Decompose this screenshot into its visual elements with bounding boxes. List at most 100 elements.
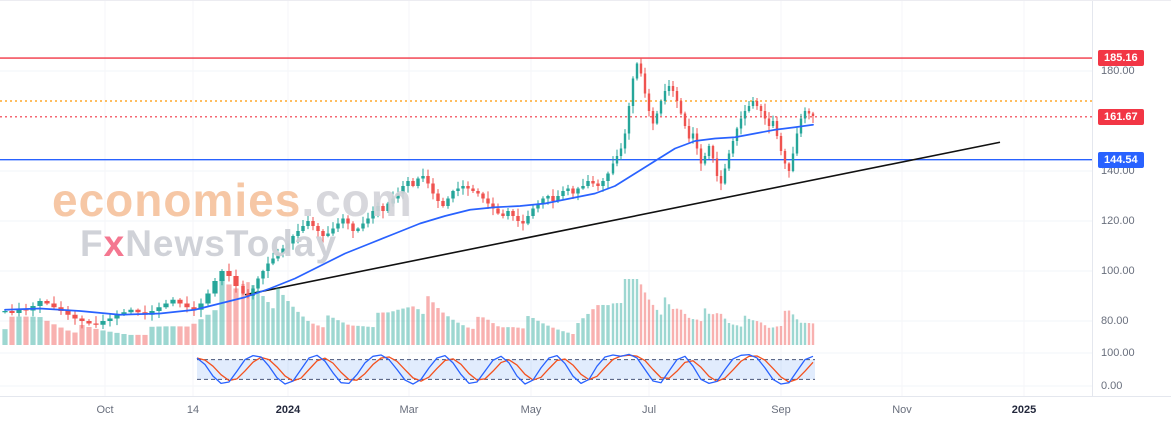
- volume-bar: [491, 323, 495, 345]
- candle-body: [699, 148, 703, 164]
- volume-bar: [296, 311, 300, 345]
- volume-bar: [65, 330, 71, 345]
- volume-bar: [511, 327, 515, 345]
- candle-body: [767, 118, 771, 126]
- volume-bar: [691, 319, 695, 345]
- volume-bar: [431, 302, 435, 345]
- volume-bar: [100, 330, 106, 345]
- volume-bar: [261, 296, 265, 345]
- moving-average-line[interactable]: [4, 123, 814, 316]
- stochastic-d-line[interactable]: [196, 354, 814, 383]
- volume-bar: [366, 326, 370, 345]
- volume-bar: [436, 308, 440, 345]
- price-level-badge: 185.16: [1098, 50, 1144, 66]
- candle-body: [37, 301, 43, 306]
- candle-body: [576, 188, 580, 194]
- candle-body: [747, 106, 751, 111]
- volume-bar: [546, 325, 550, 345]
- volume-bar: [739, 326, 743, 345]
- time-axis-label: Jul: [641, 404, 657, 416]
- volume-bar: [72, 332, 78, 345]
- candle-body: [771, 121, 775, 126]
- volume-bar: [471, 328, 475, 345]
- candle-body: [581, 186, 585, 189]
- volume-bar: [451, 319, 455, 345]
- candle-body: [719, 176, 723, 184]
- volume-bar: [316, 325, 320, 345]
- volume-bar: [655, 309, 659, 345]
- candle-body: [707, 146, 711, 156]
- candle-body: [671, 86, 675, 91]
- candle-body: [655, 113, 659, 124]
- time-axis[interactable]: Oct 14 2024 Mar May Jul Sep Nov 2025: [0, 396, 1171, 427]
- candle-body: [306, 221, 310, 226]
- volume-bar: [44, 320, 50, 345]
- volume-bar: [426, 296, 430, 345]
- candle-body: [281, 248, 285, 254]
- candle-body: [381, 206, 385, 211]
- candle-body: [759, 106, 763, 111]
- candle-body: [241, 286, 245, 294]
- volume-bar: [286, 301, 290, 345]
- volume-bar: [481, 317, 485, 345]
- candle-body: [86, 321, 92, 324]
- candle-body: [371, 211, 375, 219]
- candle-body: [341, 218, 345, 224]
- time-axis-label: Nov: [892, 404, 912, 416]
- candle-body: [163, 303, 169, 308]
- volume-bar: [731, 324, 735, 345]
- candle-body: [791, 153, 795, 171]
- volume-bar: [803, 322, 807, 345]
- candle-body: [446, 198, 450, 206]
- stochastic-k-line[interactable]: [196, 353, 814, 385]
- candle-body: [501, 213, 505, 216]
- candle-body: [296, 231, 300, 236]
- volume-bar: [266, 302, 270, 345]
- price-chart-canvas[interactable]: [0, 1, 1092, 396]
- candle-body: [511, 211, 515, 216]
- trend-line[interactable]: [244, 141, 1001, 296]
- candle-body: [391, 198, 395, 204]
- volume-bar: [719, 313, 723, 345]
- volume-bar: [461, 325, 465, 345]
- volume-bar: [156, 326, 162, 345]
- volume-bar: [276, 287, 280, 345]
- volume-bar: [191, 323, 197, 345]
- volume-bar: [212, 310, 218, 345]
- candle-body: [356, 228, 360, 231]
- candle-body: [44, 301, 50, 304]
- candle-body: [627, 106, 631, 134]
- volume-bar: [647, 299, 651, 345]
- volume-bar: [351, 325, 355, 345]
- price-scale[interactable]: 180.00 140.00 120.00 100.00 80.00 100.00 0.00 1…: [1092, 1, 1171, 396]
- volume-bar: [659, 314, 663, 345]
- volume-bar: [135, 334, 141, 345]
- volume-bar: [663, 297, 667, 345]
- volume-bar: [635, 279, 639, 345]
- stochastic-band: [197, 359, 815, 380]
- candle-body: [128, 309, 134, 313]
- time-axis-label: 14: [186, 404, 200, 416]
- candle-body: [623, 133, 627, 149]
- candle-body: [586, 181, 590, 186]
- candle-body: [441, 201, 445, 206]
- candle-body: [65, 311, 71, 315]
- volume-bar: [783, 310, 787, 345]
- volume-bar: [735, 325, 739, 345]
- volume-bar: [506, 327, 510, 345]
- volume-bar: [341, 322, 345, 345]
- volume-bar: [667, 304, 671, 345]
- candle-body: [779, 136, 783, 151]
- candle-body: [663, 91, 667, 101]
- volume-bar: [787, 310, 791, 345]
- candle-body: [396, 193, 400, 199]
- volume-bar: [627, 279, 631, 345]
- candle-body: [731, 141, 735, 154]
- volume-bar: [30, 316, 36, 345]
- volume-bar: [251, 285, 255, 345]
- candle-body: [735, 128, 739, 141]
- volume-bar: [763, 325, 767, 345]
- candle-body: [687, 126, 691, 139]
- volume-bar: [759, 322, 763, 345]
- candle-body: [611, 163, 615, 174]
